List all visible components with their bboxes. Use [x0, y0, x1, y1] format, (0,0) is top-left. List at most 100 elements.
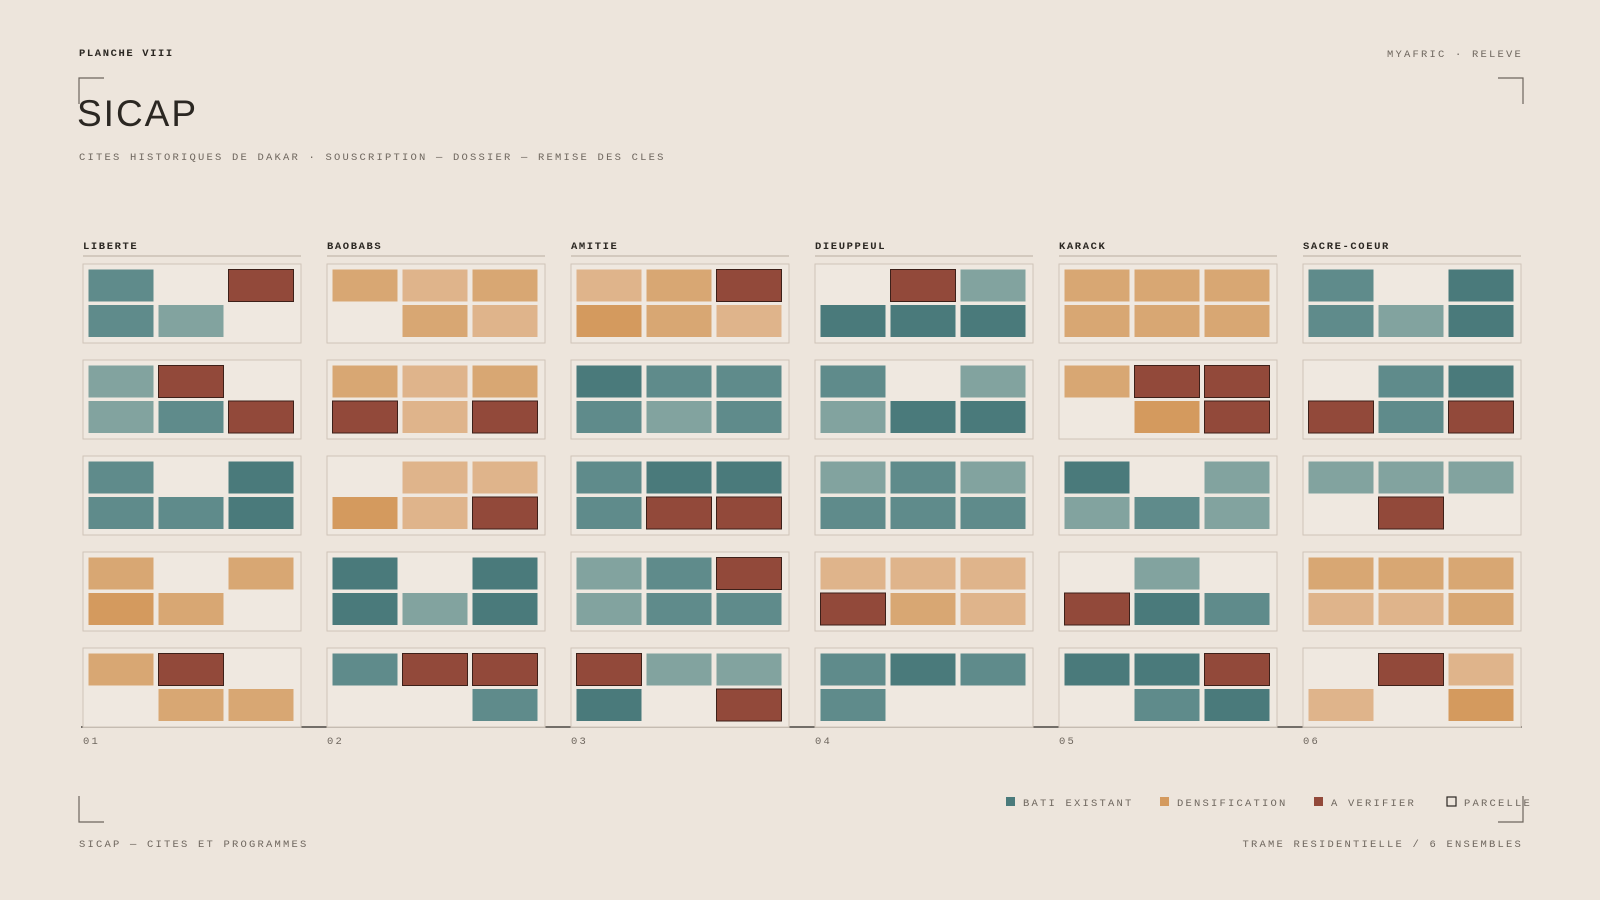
- block: [1378, 401, 1444, 433]
- block: [960, 269, 1026, 302]
- block: [576, 365, 642, 398]
- block: [646, 496, 712, 530]
- block: [402, 461, 468, 494]
- block: [472, 461, 538, 494]
- ensemble-name: BAOBABS: [327, 241, 382, 253]
- block: [1378, 653, 1444, 686]
- block: [716, 269, 782, 302]
- block: [402, 593, 468, 625]
- block: [228, 269, 294, 302]
- block: [332, 557, 398, 590]
- block: [228, 400, 294, 434]
- ensemble-name: SACRE-COEUR: [1303, 241, 1390, 253]
- block: [1064, 653, 1130, 686]
- block: [646, 269, 712, 302]
- block: [646, 305, 712, 337]
- block: [402, 497, 468, 529]
- block: [158, 401, 224, 433]
- block: [646, 653, 712, 686]
- block: [228, 497, 294, 529]
- block: [716, 305, 782, 337]
- block: [1378, 496, 1444, 530]
- block: [402, 365, 468, 398]
- legend-label: DENSIFICATION: [1177, 798, 1288, 810]
- ensemble-number: 05: [1059, 736, 1076, 748]
- block: [88, 305, 154, 337]
- block: [472, 269, 538, 302]
- block: [472, 305, 538, 337]
- block: [472, 557, 538, 590]
- block: [332, 400, 398, 434]
- block: [820, 592, 886, 626]
- block: [960, 497, 1026, 529]
- block: [1134, 497, 1200, 529]
- block: [1378, 593, 1444, 625]
- block: [1378, 461, 1444, 494]
- block: [576, 497, 642, 529]
- footer-right: TRAME RESIDENTIELLE / 6 ENSEMBLES: [1242, 839, 1523, 851]
- block: [820, 461, 886, 494]
- block: [1134, 689, 1200, 721]
- block: [1204, 653, 1270, 686]
- block: [158, 365, 224, 398]
- block: [1134, 557, 1200, 590]
- ensemble-number: 06: [1303, 736, 1320, 748]
- block: [576, 401, 642, 433]
- legend-label: PARCELLE: [1464, 798, 1532, 810]
- block: [88, 269, 154, 302]
- block: [1204, 400, 1270, 434]
- block: [1134, 269, 1200, 302]
- block: [332, 365, 398, 398]
- block: [1308, 269, 1374, 302]
- corner: [78, 77, 104, 104]
- block: [1064, 497, 1130, 529]
- block: [158, 593, 224, 625]
- ensemble-number: 04: [815, 736, 832, 748]
- block: [472, 593, 538, 625]
- block: [646, 593, 712, 625]
- block: [1064, 269, 1130, 302]
- block: [890, 461, 956, 494]
- block: [820, 653, 886, 686]
- block: [960, 461, 1026, 494]
- corner: [1498, 796, 1524, 823]
- footer-left: SICAP — CITES ET PROGRAMMES: [79, 839, 309, 851]
- block: [158, 497, 224, 529]
- block: [88, 365, 154, 398]
- block: [1064, 592, 1130, 626]
- block: [88, 557, 154, 590]
- block: [646, 365, 712, 398]
- block: [716, 401, 782, 433]
- block: [716, 593, 782, 625]
- ensemble-number: 03: [571, 736, 588, 748]
- block: [1378, 557, 1444, 590]
- block: [228, 689, 294, 721]
- block: [1134, 305, 1200, 337]
- block: [88, 497, 154, 529]
- block: [1448, 269, 1514, 302]
- block: [472, 653, 538, 686]
- subtitle: CITES HISTORIQUES DE DAKAR · SOUSCRIPTIO…: [79, 152, 666, 164]
- legend-label: BATI EXISTANT: [1023, 798, 1134, 810]
- block: [960, 305, 1026, 337]
- block: [1134, 593, 1200, 625]
- block: [472, 400, 538, 434]
- block: [890, 653, 956, 686]
- block: [820, 305, 886, 337]
- block: [1204, 497, 1270, 529]
- block: [820, 365, 886, 398]
- block: [1378, 305, 1444, 337]
- block: [576, 557, 642, 590]
- block: [890, 497, 956, 529]
- block: [646, 461, 712, 494]
- block: [1134, 401, 1200, 433]
- block: [402, 401, 468, 433]
- block: [1378, 365, 1444, 398]
- block: [1448, 557, 1514, 590]
- block: [576, 305, 642, 337]
- block: [402, 305, 468, 337]
- legend-label: A VERIFIER: [1331, 798, 1416, 810]
- block: [1448, 365, 1514, 398]
